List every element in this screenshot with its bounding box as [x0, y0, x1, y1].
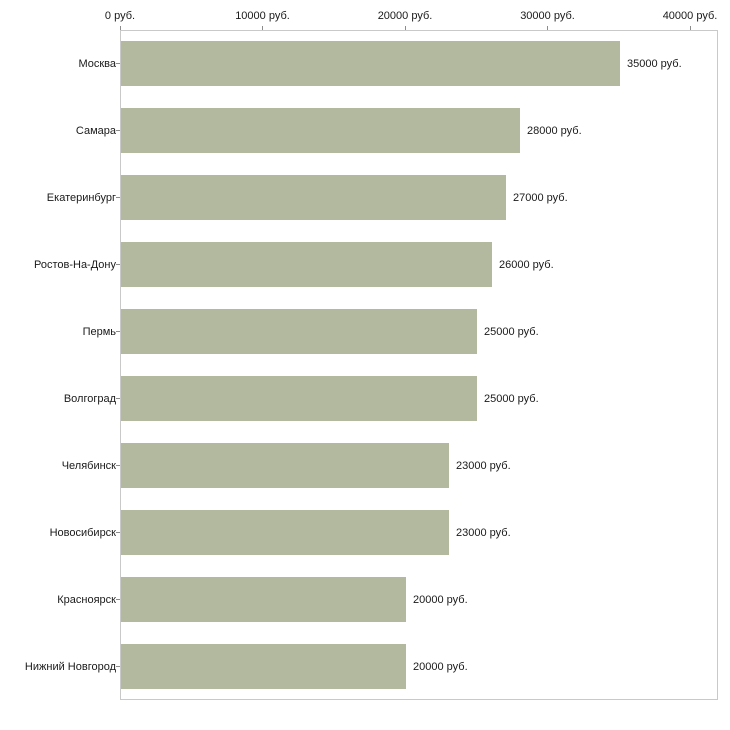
y-axis-tick-mark [116, 197, 120, 198]
category-label: Ростов-На-Дону [33, 258, 116, 271]
x-axis-tick-label: 40000 руб. [662, 10, 718, 22]
y-axis-tick-mark [116, 599, 120, 600]
bar-value-label: 35000 руб. [627, 57, 682, 70]
x-axis-tick-label: 20000 руб. [377, 10, 433, 22]
category-label: Самара [75, 124, 116, 137]
x-axis-tick-mark [689, 26, 691, 30]
x-axis-tick-label: 10000 руб. [235, 10, 290, 22]
category-label: Новосибирск [49, 526, 116, 539]
bar [121, 376, 477, 421]
bar [121, 41, 620, 86]
bar [121, 309, 477, 354]
x-axis-tick-mark [119, 26, 121, 30]
category-label: Челябинск [61, 459, 116, 472]
bar [121, 175, 506, 220]
y-axis-tick-mark [116, 465, 120, 466]
bar-value-label: 25000 руб. [484, 392, 539, 405]
category-label: Екатеринбург [46, 191, 116, 204]
category-label: Красноярск [57, 593, 116, 606]
bar [121, 644, 406, 689]
bar-value-label: 26000 руб. [499, 258, 554, 271]
bar-value-label: 20000 руб. [413, 593, 468, 606]
x-axis-tick-mark [404, 26, 406, 30]
bar [121, 242, 492, 287]
category-label: Нижний Новгород [24, 660, 116, 673]
bar [121, 108, 520, 153]
y-axis-tick-mark [116, 264, 120, 265]
y-axis-tick-mark [116, 331, 120, 332]
category-label: Волгоград [63, 392, 116, 405]
bar [121, 577, 406, 622]
bar [121, 443, 449, 488]
y-axis-tick-mark [116, 130, 120, 131]
bar-value-label: 27000 руб. [513, 191, 568, 204]
bar-value-label: 25000 руб. [484, 325, 539, 338]
y-axis-tick-mark [116, 532, 120, 533]
bar-value-label: 23000 руб. [456, 526, 511, 539]
bar-value-label: 28000 руб. [527, 124, 582, 137]
x-axis-tick-label: 0 руб. [104, 10, 136, 22]
x-axis-tick-label: 30000 руб. [520, 10, 575, 22]
y-axis-tick-mark [116, 63, 120, 64]
bar-value-label: 23000 руб. [456, 459, 511, 472]
category-label: Пермь [82, 325, 116, 338]
y-axis-tick-mark [116, 398, 120, 399]
x-axis-tick-mark [262, 26, 263, 30]
x-axis-tick-mark [547, 26, 548, 30]
category-label: Москва [78, 57, 116, 70]
y-axis-tick-mark [116, 666, 120, 667]
bar-value-label: 20000 руб. [413, 660, 468, 673]
bar [121, 510, 449, 555]
